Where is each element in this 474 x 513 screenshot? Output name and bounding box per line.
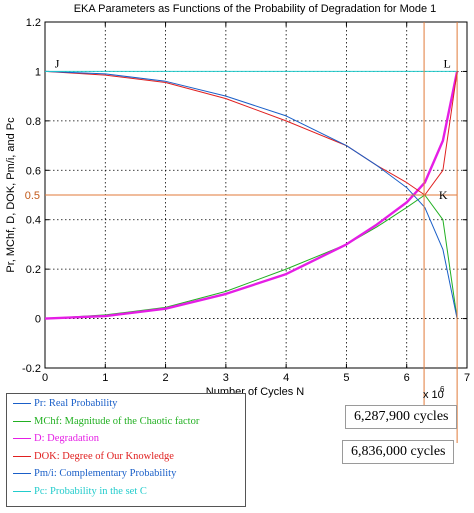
legend-label: Pr: Real Probability [34, 398, 118, 409]
x-tick-label: 7 [464, 372, 470, 384]
y-tick-label: 0.8 [26, 116, 41, 128]
y-axis-label: Pr, MChf, D, DOK, Pm/i, and Pc [5, 117, 17, 273]
annotations: J L K 0.5 [25, 22, 458, 443]
legend-swatch [13, 473, 31, 475]
x-tick-label: 5 [343, 372, 349, 384]
legend-label: MChf: Magnitude of the Chaotic factor [34, 415, 200, 427]
x-tick-label: 3 [223, 372, 229, 384]
legend-label: D: Degradation [34, 433, 100, 444]
legend-swatch [13, 490, 31, 492]
series-line [44, 70, 458, 319]
x-tick-label: 0 [42, 372, 48, 384]
x-scale-exponent: 6 [440, 385, 445, 394]
legend-item: D: Degradation [13, 433, 99, 444]
legend-label: Pc: Probability in the set C [34, 485, 147, 497]
x-tick-label: 2 [163, 372, 169, 384]
legend-swatch [13, 403, 31, 405]
y-tick-label: 0 [35, 314, 41, 326]
legend-swatch [13, 455, 31, 457]
y-tick-label: 1.2 [26, 17, 41, 29]
legend-item: Pm/i: Complementary Probability [13, 468, 176, 479]
point-label: K [439, 188, 448, 202]
legend-label: Pm/i: Complementary Probability [34, 468, 177, 479]
legend-label: DOK: Degree of Our Knowledge [34, 450, 174, 462]
legend-item: Pc: Probability in the set C [13, 486, 147, 497]
series-group [44, 70, 459, 320]
legend-item: DOK: Degree of Our Knowledge [13, 451, 174, 462]
legend-swatch [13, 438, 31, 440]
chart-title: EKA Parameters as Functions of the Proba… [74, 3, 437, 15]
y-tick-label: -0.2 [22, 363, 41, 375]
annotation-cycles-1: 6,287,900 cycles [345, 405, 458, 429]
point-label: J [55, 56, 60, 70]
point-label: 0.5 [25, 190, 40, 202]
y-tick-label: 0.2 [26, 264, 41, 276]
annotation-cycles-2: 6,836,000 cycles [342, 440, 455, 464]
x-tick-label: 1 [102, 372, 108, 384]
y-tick-label: 0.4 [26, 215, 41, 227]
legend: Pr: Real Probability MChf: Magnitude of t… [6, 393, 246, 507]
ticks: 0 1 2 3 4 5 6 7-0.200.20.40.60.811.2 [22, 17, 470, 384]
x-tick-label: 6 [404, 372, 410, 384]
y-tick-label: 1 [35, 66, 41, 78]
x-tick-label: 4 [283, 372, 289, 384]
y-tick-label: 0.6 [26, 165, 41, 177]
legend-item: Pr: Real Probability [13, 398, 117, 409]
x-scale-label: x 10 [423, 389, 444, 401]
point-label: L [443, 56, 450, 70]
series-line [44, 71, 459, 320]
legend-item: MChf: Magnitude of the Chaotic factor [13, 416, 199, 427]
legend-swatch [13, 420, 31, 422]
